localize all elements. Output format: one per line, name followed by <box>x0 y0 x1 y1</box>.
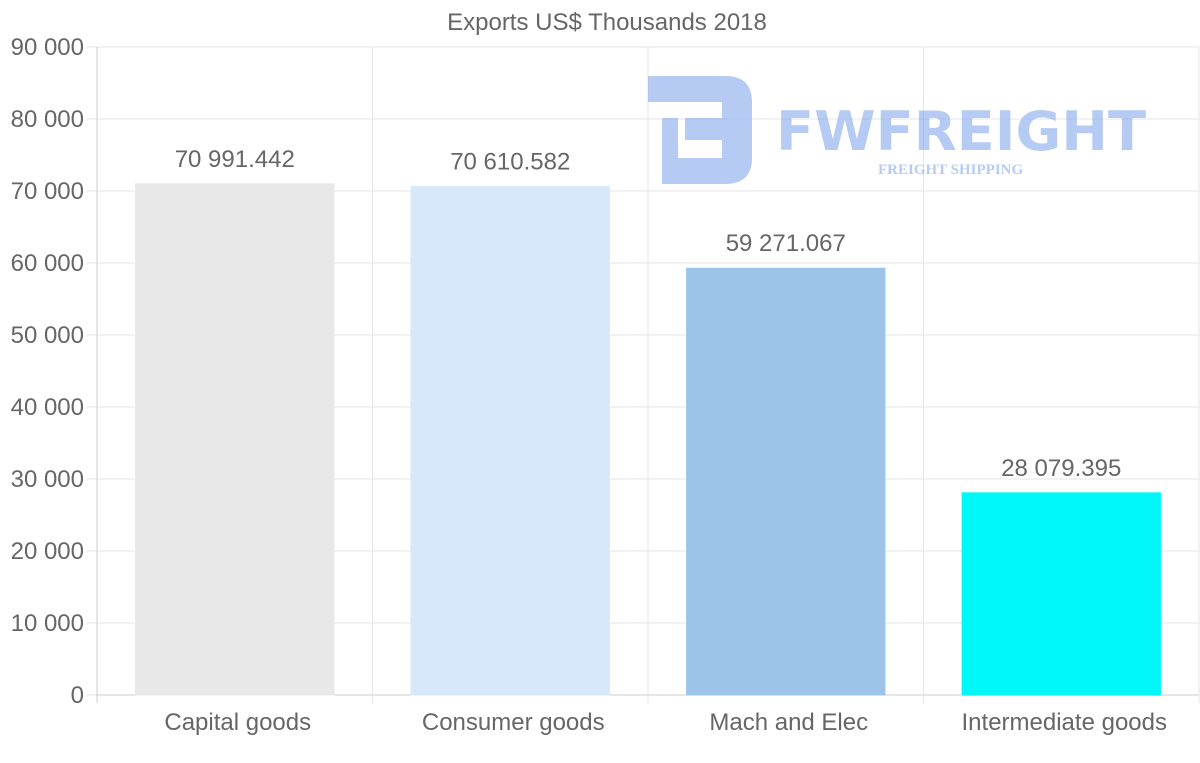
x-axis-ticks: Capital goods Consumer goods Mach and Elec… <box>164 709 1167 736</box>
watermark-tagline: FREIGHT SHIPPING <box>878 162 1023 178</box>
x-tick-label: Intermediate goods <box>962 709 1167 736</box>
bar-consumer-goods[interactable] <box>410 186 610 696</box>
y-tick-label: 60 000 <box>11 250 84 277</box>
y-tick-label: 30 000 <box>11 466 84 493</box>
y-tick-label: 40 000 <box>11 394 84 421</box>
x-tick-label: Consumer goods <box>422 709 605 736</box>
bar-capital-goods[interactable] <box>135 183 335 696</box>
x-tick-label: Mach and Elec <box>709 709 868 736</box>
bar-intermediate-goods[interactable] <box>961 492 1161 696</box>
y-tick-label: 10 000 <box>11 610 84 637</box>
chart-title: Exports US$ Thousands 2018 <box>447 9 767 36</box>
watermark-logo: FWFREIGHT FREIGHT SHIPPING <box>648 76 1146 184</box>
bar-mach-and-elec[interactable] <box>686 267 886 696</box>
x-tick-label: Capital goods <box>164 709 311 736</box>
y-tick-label: 0 <box>71 682 84 709</box>
y-tick-label: 50 000 <box>11 322 84 349</box>
y-tick-label: 90 000 <box>11 34 84 61</box>
y-tick-label: 80 000 <box>11 106 84 133</box>
data-label: 70 991.442 <box>175 146 295 173</box>
data-labels: 70 991.442 70 610.582 59 271.067 28 079.395 <box>175 146 1122 482</box>
data-label: 59 271.067 <box>726 230 846 257</box>
y-tick-label: 70 000 <box>11 178 84 205</box>
watermark-brand: FWFREIGHT <box>776 100 1146 163</box>
y-axis-ticks: 0 10 000 20 000 30 000 40 000 50 000 60 000 70 … <box>11 34 84 709</box>
y-tick-label: 20 000 <box>11 538 84 565</box>
data-label: 28 079.395 <box>1001 455 1121 482</box>
bars <box>135 183 1161 696</box>
data-label: 70 610.582 <box>450 149 570 176</box>
fw-logo-icon <box>648 76 752 184</box>
